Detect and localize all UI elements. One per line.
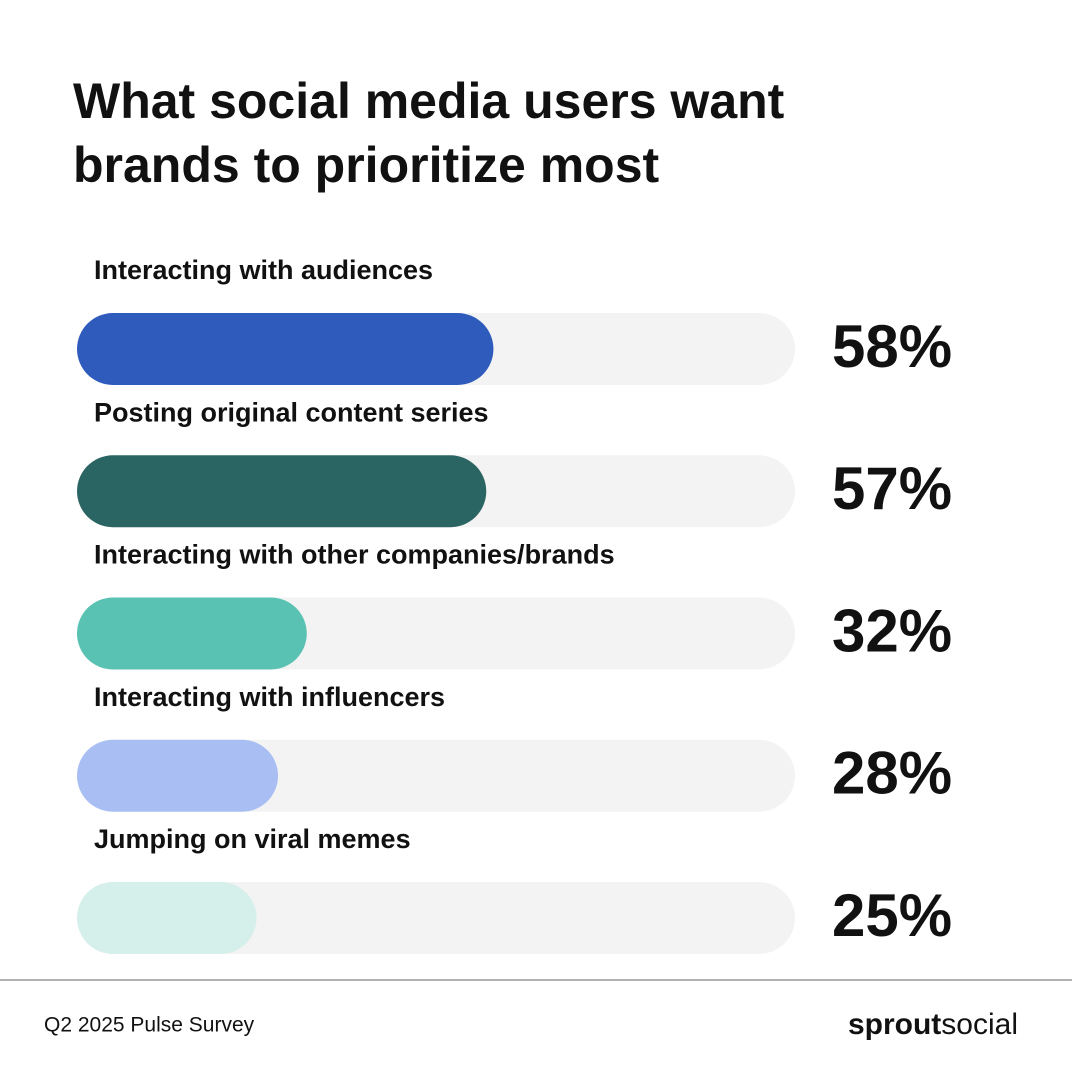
category-label: Interacting with audiences	[94, 255, 433, 285]
value-label: 58%	[832, 313, 952, 380]
logo-light: social	[941, 1008, 1018, 1041]
value-label: 57%	[832, 455, 952, 522]
bar	[77, 739, 279, 812]
value-label: 32%	[832, 597, 952, 664]
category-label: Interacting with other companies/brands	[94, 540, 615, 570]
bar	[77, 313, 494, 385]
chart-title: brands to prioritize most	[73, 137, 660, 193]
chart-title: What social media users want	[73, 73, 785, 129]
value-label: 28%	[832, 740, 952, 807]
bar	[77, 597, 307, 670]
logo-bold: sprout	[848, 1008, 941, 1041]
bar	[77, 455, 487, 528]
source: Q2 2025 Pulse Survey	[44, 1014, 255, 1037]
logo: sproutsocial	[848, 1008, 1018, 1041]
value-label: 25%	[832, 882, 952, 949]
bar	[77, 882, 257, 954]
category-label: Posting original content series	[94, 397, 489, 427]
track	[77, 882, 795, 954]
category-label: Interacting with influencers	[94, 682, 445, 712]
category-label: Jumping on viral memes	[94, 824, 411, 854]
